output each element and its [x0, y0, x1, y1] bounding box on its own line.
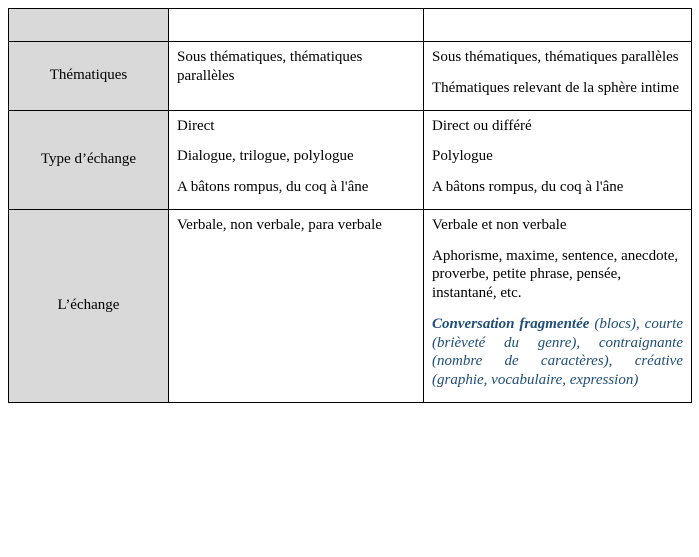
cell-text: Verbale, non verbale, para verbale: [177, 216, 415, 235]
comparison-table: Thématiques Sous thématiques, thématique…: [8, 8, 692, 403]
cell-text: A bâtons rompus, du coq à l'âne: [432, 178, 683, 197]
cell-text: A bâtons rompus, du coq à l'âne: [177, 178, 415, 197]
row-head-label: Thématiques: [50, 67, 127, 83]
row-head-echange: L’échange: [9, 209, 169, 402]
cell-text: Dialogue, trilogue, polylogue: [177, 147, 415, 166]
cell-text-accent: Conversation fragmentée (blocs), courte …: [432, 315, 683, 390]
accent-em: courte: [645, 316, 683, 332]
accent-text: (graphie, vocabulaire, expression): [432, 372, 638, 388]
accent-text: (blocs),: [589, 316, 644, 332]
accent-em: contraignante: [599, 335, 683, 351]
cell: Verbale et non verbale Aphorisme, maxime…: [424, 209, 692, 402]
row-head-thematiques: Thématiques: [9, 42, 169, 111]
cell-text: Polylogue: [432, 147, 683, 166]
row-head-label: Type d’échange: [41, 151, 136, 167]
cell: Sous thématiques, thématiques parallèles: [169, 42, 424, 111]
table-row: [9, 9, 692, 42]
accent-text: (brièveté du genre),: [432, 335, 599, 351]
row-head-label: L’échange: [58, 297, 120, 313]
accent-text: (nombre de caractères),: [432, 353, 635, 369]
row-head-type-echange: Type d’échange: [9, 110, 169, 209]
cell: Verbale, non verbale, para verbale: [169, 209, 424, 402]
row-head-empty: [9, 9, 169, 42]
cell: Sous thématiques, thématiques parallèles…: [424, 42, 692, 111]
table-row: L’échange Verbale, non verbale, para ver…: [9, 209, 692, 402]
cell-text: Sous thématiques, thématiques parallèles: [177, 48, 415, 86]
table-row: Thématiques Sous thématiques, thématique…: [9, 42, 692, 111]
cell-text: Sous thématiques, thématiques parallèles: [432, 48, 683, 67]
accent-bold: Conversation fragmentée: [432, 316, 589, 332]
cell-text: Thématiques relevant de la sphère intime: [432, 79, 683, 98]
cell: Direct Dialogue, trilogue, polylogue A b…: [169, 110, 424, 209]
cell: Direct ou différé Polylogue A bâtons rom…: [424, 110, 692, 209]
cell-empty: [169, 9, 424, 42]
cell-text: Aphorisme, maxime, sentence, anecdote, p…: [432, 247, 683, 303]
page-wrap: Thématiques Sous thématiques, thématique…: [0, 0, 699, 411]
accent-em: créative: [635, 353, 683, 369]
cell-text: Verbale et non verbale: [432, 216, 683, 235]
cell-empty: [424, 9, 692, 42]
table-row: Type d’échange Direct Dialogue, trilogue…: [9, 110, 692, 209]
cell-text: Direct: [177, 117, 415, 136]
cell-text: Direct ou différé: [432, 117, 683, 136]
